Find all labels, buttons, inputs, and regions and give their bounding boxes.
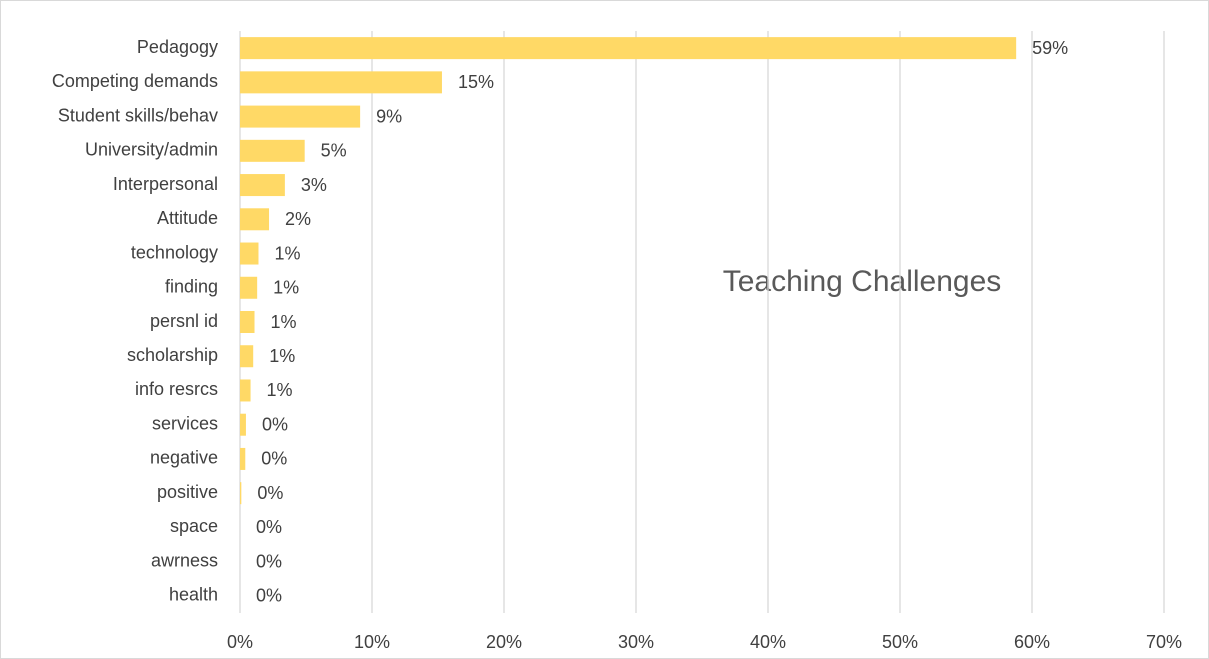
y-tick-label: scholarship [127, 345, 218, 365]
bar [240, 276, 258, 299]
y-tick-label: technology [131, 242, 218, 262]
data-label: 15% [458, 72, 494, 92]
y-tick-label: awrness [151, 550, 218, 570]
data-label: 1% [274, 243, 300, 263]
x-tick-label: 10% [354, 632, 390, 652]
y-tick-label: positive [157, 482, 218, 502]
y-tick-label: Interpersonal [113, 174, 218, 194]
data-label: 1% [273, 278, 299, 298]
x-tick-label: 0% [227, 632, 253, 652]
bar [240, 242, 259, 265]
bar [240, 139, 305, 162]
data-label: 59% [1032, 38, 1068, 58]
y-tick-label: info resrcs [135, 379, 218, 399]
y-tick-label: Pedagogy [137, 37, 218, 57]
bar [240, 447, 246, 470]
data-label: 0% [262, 414, 288, 434]
x-tick-label: 20% [486, 632, 522, 652]
data-label: 0% [261, 449, 287, 469]
bar [240, 105, 361, 128]
y-tick-label: Attitude [157, 208, 218, 228]
bar [240, 174, 285, 197]
data-label: 9% [376, 106, 402, 126]
bar [240, 71, 442, 94]
bar [240, 37, 1017, 60]
chart-title: Teaching Challenges [723, 265, 1002, 298]
bar [240, 311, 255, 333]
y-tick-label: Competing demands [52, 71, 218, 91]
data-label: 0% [257, 483, 283, 503]
bar [240, 413, 246, 436]
y-tick-label: Student skills/behav [58, 105, 218, 125]
bar [240, 208, 270, 231]
y-tick-label: health [169, 585, 218, 605]
data-label: 1% [271, 312, 297, 332]
x-tick-label: 30% [618, 632, 654, 652]
data-label: 0% [256, 517, 282, 537]
data-label: 1% [267, 380, 293, 400]
y-tick-label: University/admin [85, 140, 218, 160]
bar [240, 379, 251, 402]
data-label: 2% [285, 209, 311, 229]
y-tick-label: space [170, 516, 218, 536]
data-label: 0% [256, 586, 282, 606]
data-label: 1% [269, 346, 295, 366]
y-tick-label: negative [150, 448, 218, 468]
x-tick-label: 60% [1014, 632, 1050, 652]
data-label: 0% [256, 551, 282, 571]
x-tick-label: 50% [882, 632, 918, 652]
bar [240, 482, 242, 505]
y-tick-label: finding [165, 277, 218, 297]
y-tick-label: persnl id [150, 311, 218, 331]
x-tick-label: 40% [750, 632, 786, 652]
bar [240, 345, 254, 368]
data-label: 3% [301, 175, 327, 195]
y-tick-label: services [152, 413, 218, 433]
data-label: 5% [321, 141, 347, 161]
x-tick-label: 70% [1146, 632, 1182, 652]
